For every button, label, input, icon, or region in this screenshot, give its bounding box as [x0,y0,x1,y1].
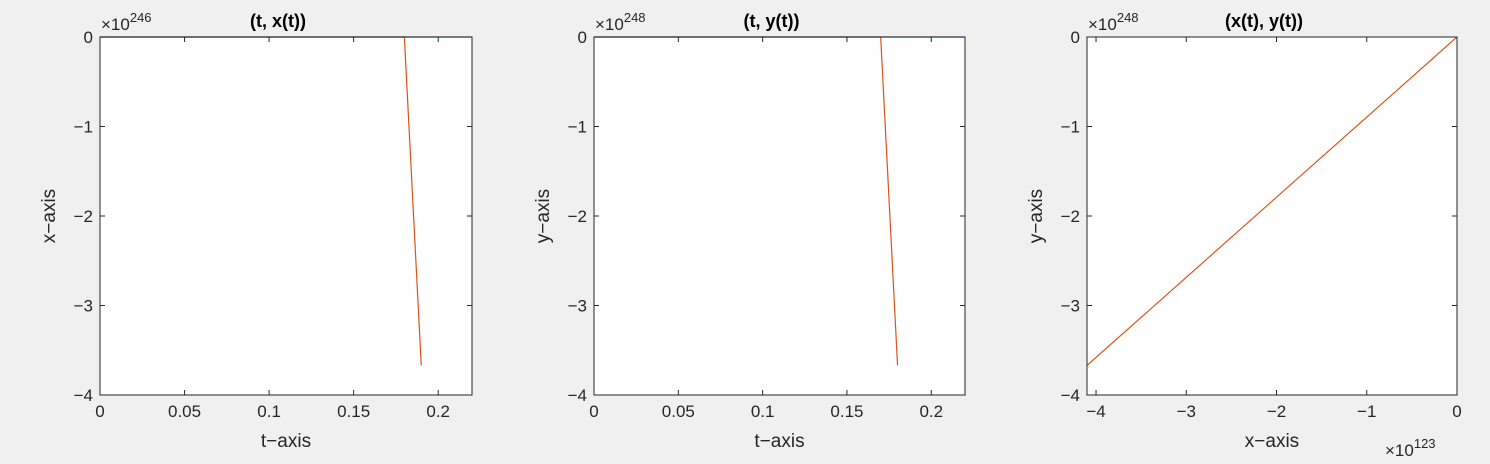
plot-area [594,37,965,395]
chart-title: (t, y(t)) [744,11,800,31]
y-tick-label: −3 [568,297,587,316]
chart-panel-3: −4 −3 −2 −1 0 0 −1 −2 −3 −4 (x(t), y(t)) x−axis y−ax… [1026,10,1462,460]
y-tick-label: −1 [1061,118,1080,137]
y-tick-label: 0 [1071,28,1080,47]
x-tick-label: 0.05 [168,402,201,421]
y-axis-label: y−axis [533,189,554,243]
series-line-1 [1087,36,1457,366]
x-tick-label: 0.05 [662,402,695,421]
x-tick-label: 0.2 [919,402,943,421]
y-tick-label: −3 [1061,297,1080,316]
y-axis-label: y−axis [1026,189,1047,243]
y-exponent-power: 246 [130,10,152,25]
x-tick-label: 0.1 [751,402,775,421]
x-tick-label: 0.15 [337,402,370,421]
y-tick-label: −4 [1061,386,1080,405]
x-tick-label: −4 [1086,402,1105,421]
y-tick-label: −3 [74,297,93,316]
x-axis-label: x−axis [1245,431,1299,452]
y-axis-label: x−axis [39,189,60,243]
chart-panel-2: 0 0.05 0.1 0.15 0.2 0 −1 −2 −3 −4 (t, y(t)) t−axis y… [533,10,966,452]
y-tick-label: 0 [84,28,93,47]
plot-area [1087,37,1457,395]
x-axis-label: t−axis [754,431,804,452]
y-tick-label: −2 [74,207,93,226]
x-tick-label: −3 [1177,402,1196,421]
series-group [1087,36,1457,366]
plot-area [100,37,472,395]
chart-title: (t, x(t)) [250,11,306,31]
x-tick-label: −2 [1267,402,1286,421]
y-exponent-power: 248 [1117,10,1139,25]
y-tick-label: −1 [568,118,587,137]
y-tick-label: 0 [578,28,587,47]
x-tick-label: 0 [95,402,104,421]
x-axis-label: t−axis [261,431,311,452]
x-tick-label: 0.15 [830,402,863,421]
y-tick-label: −2 [1061,207,1080,226]
chart-panel-1: 0 0.05 0.1 0.15 0.2 0 −1 −2 −3 −4 (t, x(t)) t−axis x… [39,10,473,452]
chart-title: (x(t), y(t)) [1225,11,1303,31]
y-tick-label: −4 [74,386,93,405]
y-tick-label: −4 [568,386,587,405]
x-exponent-power: 123 [1414,436,1436,451]
y-exponent-power: 248 [624,10,646,25]
x-tick-label: −1 [1357,402,1376,421]
y-tick-label: −1 [74,118,93,137]
y-tick-label: −2 [568,207,587,226]
x-tick-label: 0 [1452,402,1461,421]
x-tick-label: 0.1 [257,402,281,421]
x-tick-label: 0 [589,402,598,421]
x-tick-label: 0.2 [426,402,450,421]
